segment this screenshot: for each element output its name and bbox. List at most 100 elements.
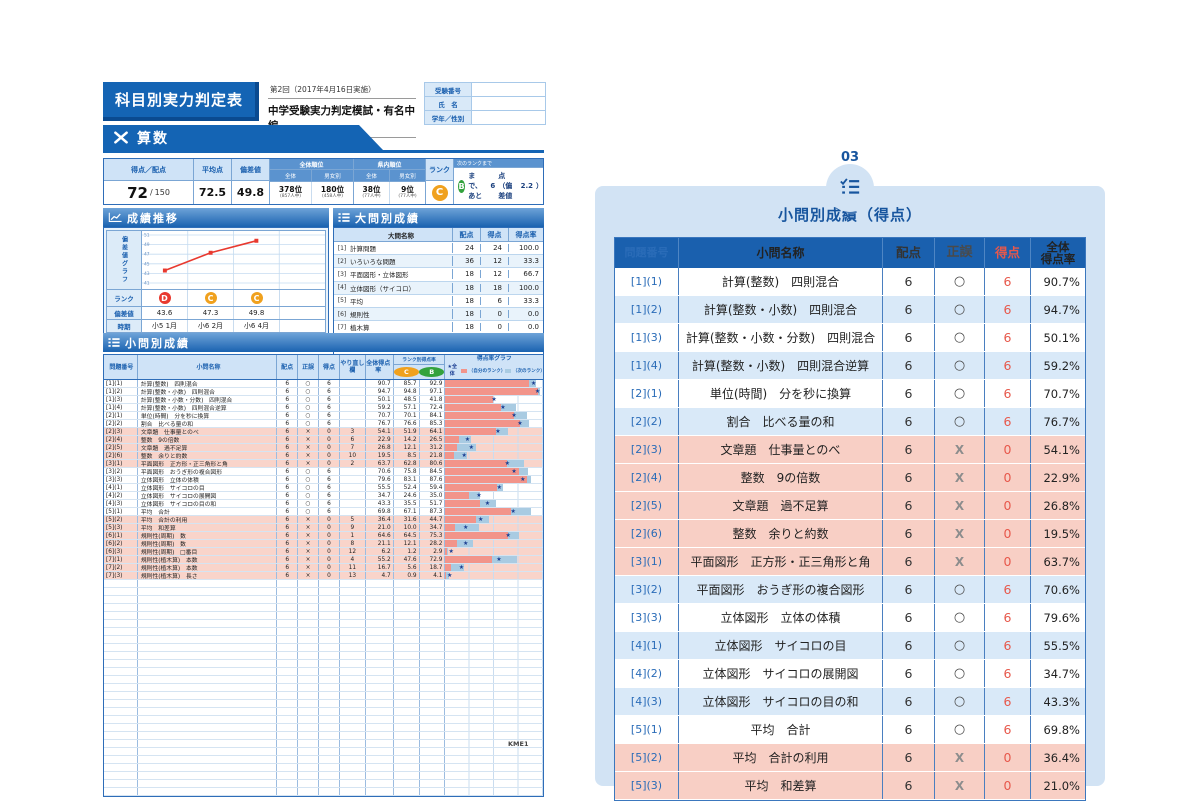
panel-header-rate-lines: 全体 得点率: [1040, 240, 1076, 266]
graph-star: ★: [520, 476, 526, 483]
panel-cell-max: 6: [883, 492, 935, 519]
minor-cell-num: [7](1): [104, 556, 138, 563]
minor-cell-rank-b: 72.9: [420, 556, 446, 563]
minor-cell-overall: 54.1: [366, 428, 394, 435]
minor-cell-overall: 6.2: [366, 548, 394, 555]
minor-cell-name: 規則性(植木算) 本数: [138, 564, 278, 571]
minor-cell-num: [3](3): [104, 476, 138, 483]
minor-cell-rank-c: 57.1: [394, 404, 420, 411]
minor-cell-rank-c: 51.9: [394, 428, 420, 435]
major-cell-rate: 66.7: [523, 270, 539, 279]
panel-cell-name: 平均 和差算: [679, 772, 883, 799]
minor-table-empty-row: [104, 588, 543, 596]
minor-cell-rank-b: 34.7: [420, 524, 446, 531]
minor-cell-redo: [340, 388, 366, 395]
minor-cell-max: 6: [277, 548, 299, 555]
minor-cell-rank-c: 64.5: [394, 532, 420, 539]
minor-cell-graph: ★: [445, 428, 543, 435]
page-code: KME1: [508, 740, 529, 748]
minor-cell-graph: ★: [445, 540, 543, 547]
minor-cell-rank-b: 26.5: [420, 436, 446, 443]
panel-cell-score: 0: [985, 548, 1031, 575]
minor-table-empty-row: [104, 692, 543, 700]
minor-cell-overall: 70.6: [366, 468, 394, 475]
panel-cell-rate: 43.3%: [1043, 694, 1080, 709]
minor-cell-correct: ○: [298, 492, 320, 499]
minor-cell-name: 規則性(周期) □番目: [138, 548, 278, 555]
minor-cell-max: 6: [277, 476, 299, 483]
panel-cell-num: [5](2): [615, 744, 679, 771]
minor-cell-rank-b: 2.9: [420, 548, 446, 555]
minor-cell-name: 平均 和差算: [138, 524, 278, 531]
minor-cell-graph: ★: [445, 548, 543, 555]
minor-table-empty-row: [104, 748, 543, 756]
minor-cell-overall: 64.6: [366, 532, 394, 539]
minor-cell-graph: ★: [445, 500, 543, 507]
minor-cell-rank-b: 21.8: [420, 452, 446, 459]
graph-bar-next: [491, 556, 517, 563]
panel-table-header: 問題番号 小問名称 配点 正誤 得点 全体 得点率: [615, 238, 1085, 268]
minor-cell-rank-c: 47.6: [394, 556, 420, 563]
minor-header-num: 問題番号: [104, 355, 138, 379]
major-header-score: 得点: [481, 228, 509, 241]
minor-cell-name: 整数 9の倍数: [138, 436, 278, 443]
minor-cell-max: 6: [277, 428, 299, 435]
minor-table-empty-row: [104, 708, 543, 716]
minor-cell-graph: ★: [445, 508, 543, 515]
minor-cell-overall: 36.4: [366, 516, 394, 523]
graph-bar-next: [459, 436, 472, 443]
minor-cell-max: 6: [277, 564, 299, 571]
minor-table-row: [2](6) 整数 余りと約数 6 × 0 10 19.5 8.5 21.8 ★: [104, 452, 543, 460]
minor-cell-rank-b: 41.8: [420, 396, 446, 403]
minor-cell-rank-c: 76.6: [394, 420, 420, 427]
graph-bar-mine: [445, 428, 497, 435]
minor-table-row: [7](2) 規則性(植木算) 本数 6 × 0 11 16.7 5.6 18.7 ★: [104, 564, 543, 572]
minor-cell-overall: 50.1: [366, 396, 394, 403]
panel-header-name: 小問名称: [679, 238, 883, 268]
panel-cell-score: 6: [985, 576, 1031, 603]
major-cell-score: 12: [481, 257, 509, 266]
panel-cell-score: 6: [985, 604, 1031, 631]
minor-table-row: [5](2) 平均 合計の利用 6 × 0 5 36.4 31.6 44.7 ★: [104, 516, 543, 524]
graph-star: ★: [530, 380, 537, 387]
graph-bar-next: [457, 444, 476, 451]
panel-cell-rate: 90.7%: [1043, 274, 1080, 289]
minor-table-row: [7](3) 規則性(植木算) 長さ 6 × 0 13 4.7 0.9 4.1 ★: [104, 572, 543, 580]
minor-cell-max: 6: [277, 508, 299, 515]
minor-cell-num: [2](3): [104, 428, 138, 435]
minor-cell-score: 6: [319, 380, 340, 387]
minor-cell-name: 計算(整数・小数・分数) 四則混合: [138, 396, 278, 403]
minor-cell-rank-c: 83.1: [394, 476, 420, 483]
minor-table-row: [1](3) 計算(整数・小数・分数) 四則混合 6 ○ 6 50.1 48.5 41.8 ★: [104, 396, 543, 404]
major-cell-num: [4]: [337, 284, 347, 292]
major-cell-num: [6]: [337, 310, 347, 318]
minor-cell-name: 立体図形 立体の体積: [138, 476, 278, 483]
panel-cell-correct: ○: [935, 716, 985, 743]
minor-cell-redo: 1: [340, 532, 366, 539]
minor-cell-name: 平面図形 正方形・正三角形と角: [138, 460, 278, 467]
minor-cell-rank-c: 75.8: [394, 468, 420, 475]
minor-cell-rank-b: 97.1: [420, 388, 446, 395]
panel-cell-num: [1](4): [615, 352, 679, 379]
panel-cell-score: 6: [985, 716, 1031, 743]
overall-rank-header: 全体順位: [270, 159, 353, 170]
minor-table-row: [5](1) 平均 合計 6 ○ 6 69.8 67.1 87.3 ★: [104, 508, 543, 516]
trend-rank-badge: C: [204, 292, 217, 304]
graph-bar-next: [506, 460, 525, 467]
minor-cell-rank-c: 35.5: [394, 500, 420, 507]
major-header-max: 配点: [453, 228, 481, 241]
minor-cell-score: 0: [319, 444, 340, 451]
major-cell-rate: 100.0: [518, 244, 539, 253]
minor-table-empty-row: [104, 772, 543, 780]
panel-cell-correct: ○: [935, 576, 985, 603]
minor-cell-rank-c: 8.5: [394, 452, 420, 459]
panel-cell-name: 立体図形 サイコロの目の和: [679, 688, 883, 715]
minor-cell-redo: [340, 412, 366, 419]
minor-cell-correct: ○: [298, 412, 320, 419]
minor-header-correct: 正誤: [298, 355, 320, 379]
minor-cell-max: 6: [277, 516, 299, 523]
minor-cell-rank-b: 51.7: [420, 500, 446, 507]
minor-cell-rank-b: 92.9: [420, 380, 446, 387]
graph-bar-mine: [445, 452, 454, 459]
legend-next-label: （次のランク）: [512, 368, 545, 374]
